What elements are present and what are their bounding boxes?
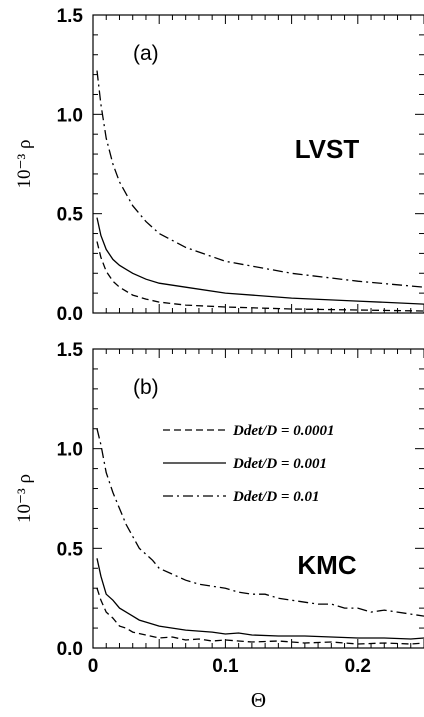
legend-item-0: Ddet/D = 0.0001 <box>163 423 334 439</box>
legend-item-2: Ddet/D = 0.01 <box>163 489 319 505</box>
y-tick-label: 1.5 <box>57 6 84 27</box>
y-axis-title-b: 10⁻³ ρ <box>14 474 35 523</box>
series-line-dashdot <box>96 428 424 617</box>
series-line-solid <box>96 217 424 305</box>
y-tick-label: 1.0 <box>57 105 83 126</box>
panel-a: 0.0 0.5 1.0 1.5 (a) LVST 10⁻³ ρ <box>14 6 424 325</box>
series-layer-a <box>96 70 424 312</box>
y-axis-title-a: 10⁻³ ρ <box>14 140 35 189</box>
plot-frame-b <box>92 348 424 649</box>
series-line-dashdot <box>96 70 424 288</box>
plot-frame-a <box>92 14 424 314</box>
method-label-kmc: KMC <box>297 550 356 580</box>
legend-label-0: Ddet/D = 0.0001 <box>232 423 334 439</box>
legend-item-1: Ddet/D = 0.001 <box>163 456 327 472</box>
x-tick-label: 0.1 <box>212 656 239 677</box>
x-tick-label: 0 <box>88 656 99 677</box>
series-line-solid <box>96 558 424 640</box>
series-layer-b <box>96 428 424 645</box>
ticks-a: 0.0 0.5 1.0 1.5 <box>57 6 424 325</box>
y-tick-label: 1.5 <box>57 340 84 361</box>
y-tick-label: 0.0 <box>57 639 83 660</box>
panel-b: 0.0 0.5 1.0 1.5 0 0.1 0.2 (b) KMC 10⁻³ ρ Ddet/… <box>14 340 424 677</box>
legend-label-2: Ddet/D = 0.01 <box>232 489 319 505</box>
y-tick-label: 0.0 <box>57 304 83 325</box>
panel-label-b: (b) <box>133 376 159 399</box>
legend: Ddet/D = 0.0001 Ddet/D = 0.001 Ddet/D = … <box>163 423 334 505</box>
y-tick-label: 1.0 <box>57 440 83 461</box>
x-tick-label: 0.2 <box>345 656 371 677</box>
legend-label-1: Ddet/D = 0.001 <box>232 456 327 472</box>
method-label-lvst: LVST <box>295 134 360 164</box>
ticks-b: 0.0 0.5 1.0 1.5 0 0.1 0.2 <box>57 340 424 677</box>
y-tick-label: 0.5 <box>57 205 84 226</box>
x-axis-title: Θ <box>251 688 266 712</box>
y-tick-label: 0.5 <box>57 539 84 560</box>
series-line-dashed <box>96 241 424 312</box>
panel-label-a: (a) <box>133 42 159 65</box>
series-line-dashed <box>96 587 424 645</box>
